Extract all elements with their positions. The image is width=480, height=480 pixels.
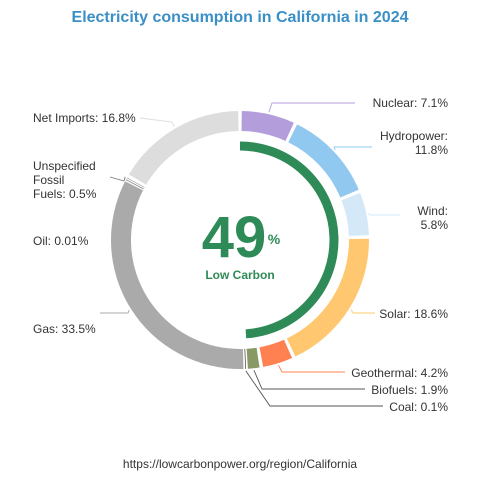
center-label: Low Carbon — [205, 268, 274, 282]
slice-labels: Nuclear: 7.1% Hydropower: 11.8% Wind: 5.8% So… — [33, 96, 448, 414]
slice-geothermal[interactable] — [259, 339, 293, 367]
leader-nuclear — [268, 102, 355, 113]
leader-geothermal — [278, 365, 345, 373]
leader-biofuels — [253, 370, 365, 390]
label-nuclear: Nuclear: 7.1% — [373, 96, 449, 110]
low-carbon-arc — [239, 141, 339, 339]
leader-unspecified-fossil-fuels — [109, 176, 126, 182]
label-hydropower: Hydropower: 11.8% — [380, 129, 448, 157]
slice-hydropower[interactable] — [288, 124, 359, 198]
low-carbon-ring — [239, 141, 339, 339]
leader-coal — [245, 370, 383, 407]
center-value: 49 — [202, 205, 267, 270]
label-geothermal: Geothermal: 4.2% — [351, 366, 448, 380]
slice-solar[interactable] — [286, 238, 369, 357]
leader-gas — [100, 309, 130, 314]
slice-oil[interactable] — [125, 179, 144, 190]
source-url[interactable]: https://lowcarbonpower.org/region/Califo… — [122, 457, 358, 471]
leader-hydropower — [333, 146, 372, 151]
label-gas: Gas: 33.5% — [33, 322, 96, 336]
label-oil: Oil: 0.01% — [33, 234, 89, 248]
label-wind: Wind: 5.8% — [417, 204, 448, 232]
slice-coal[interactable] — [244, 348, 247, 369]
leader-wind — [367, 212, 400, 216]
slice-wind[interactable] — [341, 192, 369, 236]
label-solar: Solar: 18.6% — [379, 307, 448, 321]
label-biofuels: Biofuels: 1.9% — [371, 383, 448, 397]
donut-ring — [110, 111, 369, 369]
slice-unspecified-fossil-fuels[interactable] — [126, 177, 145, 188]
slice-net-imports[interactable] — [128, 111, 239, 185]
label-coal: Coal: 0.1% — [389, 400, 448, 414]
slice-gas[interactable] — [110, 181, 244, 369]
leader-lines — [100, 102, 400, 407]
label-unspecified-fossil-fuels: Unspecified Fossil Fuels: 0.5% — [33, 159, 97, 201]
slice-nuclear[interactable] — [241, 111, 294, 141]
label-net-imports: Net Imports: 16.8% — [33, 111, 136, 125]
center-unit: % — [268, 231, 281, 247]
leader-net-imports — [139, 117, 175, 127]
slice-biofuels[interactable] — [246, 347, 260, 369]
leader-solar — [350, 309, 375, 314]
chart-title: Electricity consumption in California in… — [71, 9, 409, 26]
